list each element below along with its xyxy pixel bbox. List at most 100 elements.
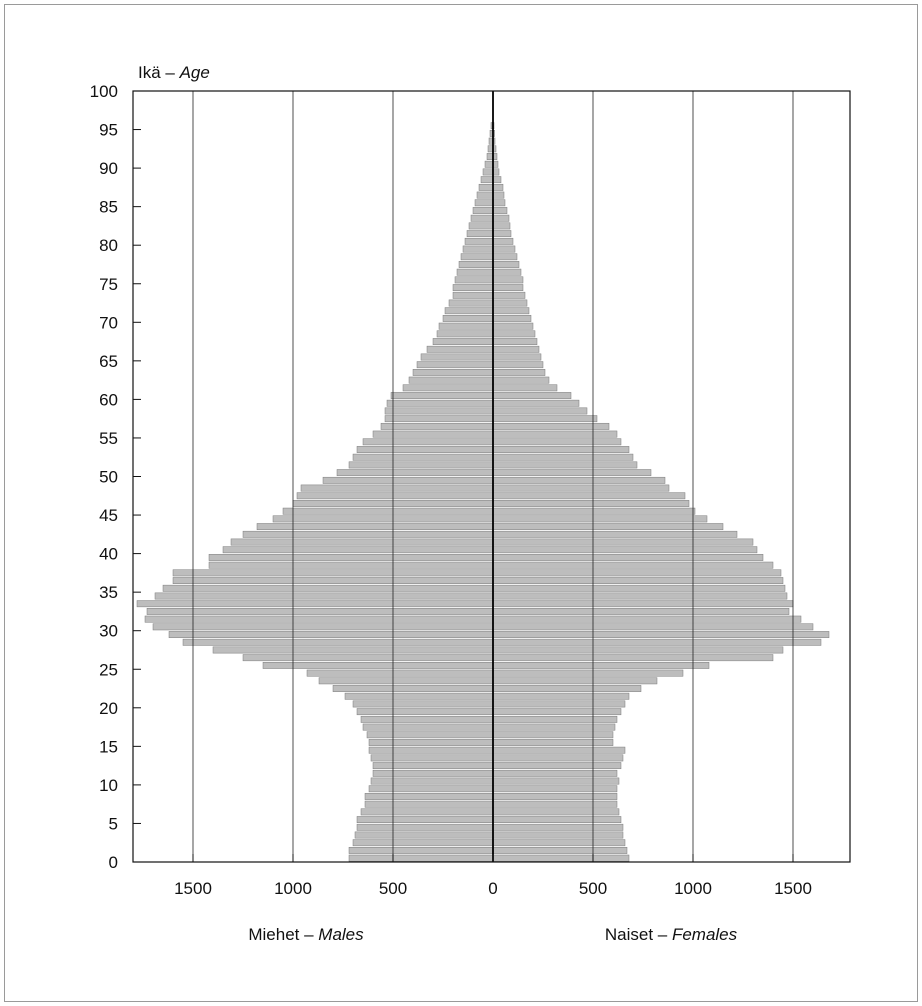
female-bar-age-21 [492,692,630,700]
female-bar-age-61 [492,384,558,392]
female-bar-age-63 [492,369,546,376]
female-bar-age-26 [492,654,774,662]
grid-layer [192,91,794,862]
female-bar-age-5 [492,816,622,824]
male-bar-age-53 [356,446,494,453]
female-bar-age-1 [492,847,628,854]
female-bar-age-38 [492,561,774,569]
y-tick-label-80: 80 [99,236,118,255]
male-bar-age-3 [354,831,494,839]
female-bar-age-19 [492,708,622,716]
male-bar-age-72 [448,299,494,307]
female-bar-age-25 [492,661,710,669]
y-tick-label-90: 90 [99,159,118,178]
male-bar-age-60 [390,392,494,399]
male-bar-age-34 [154,592,494,600]
male-bar-age-83 [470,214,494,222]
x-tick-label-6: 1500 [774,879,812,898]
female-bar-age-57 [492,415,598,423]
female-bar-age-84 [492,207,508,214]
male-bar-age-64 [416,361,494,369]
y-tick-label-30: 30 [99,622,118,641]
male-bar-age-35 [162,584,494,592]
male-bar-age-49 [322,476,494,484]
male-bar-age-8 [364,793,494,800]
male-bar-age-51 [348,461,494,469]
male-bar-age-52 [352,453,494,461]
y-tick-label-65: 65 [99,352,118,371]
females-axis-label: Naiset – Females [605,925,738,944]
male-bar-age-76 [456,268,494,276]
female-bar-age-80 [492,237,514,245]
female-bar-age-4 [492,823,624,831]
female-bar-age-68 [492,330,536,338]
male-bar-age-10 [370,777,494,785]
female-bar-age-23 [492,677,658,685]
male-bar-age-19 [356,708,494,716]
female-bar-age-14 [492,746,626,754]
male-bar-age-48 [300,484,494,492]
female-bar-age-29 [492,631,830,638]
male-bar-age-42 [242,530,494,538]
bars-layer [136,122,830,862]
male-bar-age-18 [360,715,494,723]
male-bar-age-62 [408,376,494,384]
female-bar-age-35 [492,584,786,592]
x-tick-label-5: 1000 [674,879,712,898]
female-bar-age-22 [492,685,642,692]
female-bar-age-16 [492,731,614,739]
female-bar-age-13 [492,754,624,762]
y-axis-ticks: 0 5 10 15 20 25 30 35 40 45 50 55 60 65 70 75 80 85 90 95 10… [90,82,141,872]
y-tick-label-10: 10 [99,776,118,795]
male-bar-age-43 [256,523,494,531]
male-bar-age-26 [242,654,494,662]
male-bar-age-29 [168,631,494,638]
female-bar-age-48 [492,484,670,492]
female-bar-age-37 [492,569,782,577]
female-bar-age-0 [492,854,630,862]
female-bar-age-10 [492,777,620,785]
female-bar-age-45 [492,507,696,515]
male-bar-age-16 [366,731,494,739]
male-bar-age-86 [476,191,494,199]
female-bar-age-62 [492,376,550,384]
female-bar-age-72 [492,299,528,307]
male-bar-age-12 [372,762,494,770]
male-bar-age-87 [478,183,494,191]
male-bar-age-78 [460,253,494,261]
y-tick-label-70: 70 [99,313,118,332]
female-bar-age-54 [492,438,622,446]
female-bar-age-52 [492,453,634,461]
female-bar-age-82 [492,222,511,230]
plot-border [132,90,851,863]
y-tick-label-75: 75 [99,275,118,294]
female-bar-age-86 [492,191,505,199]
female-bar-age-2 [492,839,626,847]
male-bar-age-75 [454,276,494,284]
female-bar-age-81 [492,230,512,238]
male-bar-age-65 [420,353,494,361]
male-bar-age-36 [172,577,494,584]
male-bar-age-89 [482,168,494,176]
y-tick-label-15: 15 [99,737,118,756]
y-tick-label-5: 5 [109,814,118,833]
female-bar-age-50 [492,469,652,477]
female-bar-age-75 [492,276,524,284]
male-bar-age-23 [318,677,494,685]
female-bar-age-6 [492,808,620,816]
male-bar-age-31 [144,615,494,623]
female-bar-age-71 [492,307,530,315]
male-bar-age-15 [368,739,494,746]
x-tick-label-0: 1500 [174,879,212,898]
y-tick-label-45: 45 [99,506,118,525]
y-tick-label-0: 0 [109,853,118,872]
male-bar-age-79 [462,245,494,253]
male-bar-age-61 [402,384,494,392]
male-bar-age-27 [212,646,494,654]
female-bar-age-88 [492,176,502,184]
male-bar-age-40 [222,546,494,554]
male-bar-age-6 [360,808,494,816]
female-bar-age-59 [492,399,580,407]
female-bar-age-12 [492,762,622,770]
